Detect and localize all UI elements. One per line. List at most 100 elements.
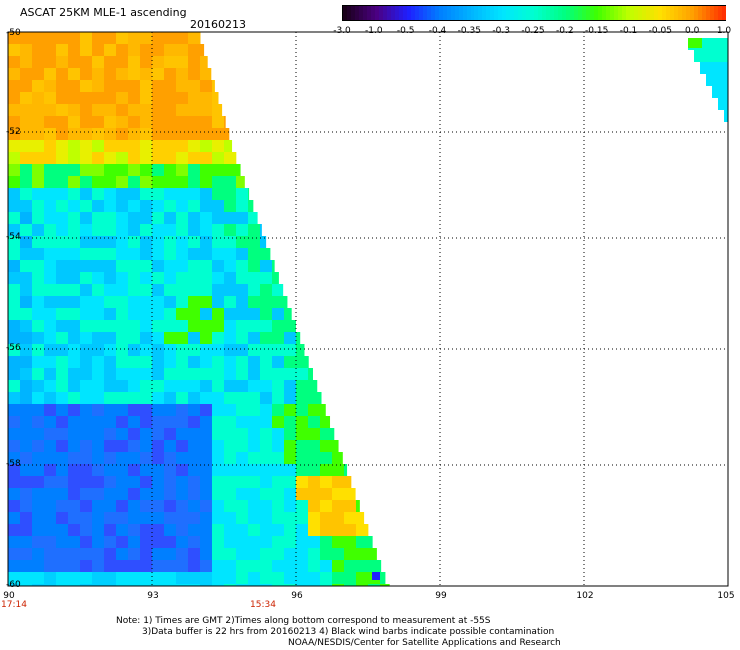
swath-cell (20, 320, 33, 333)
swath-cell (92, 584, 105, 587)
swath-cell (128, 344, 141, 357)
swath-cell (224, 248, 237, 261)
swath-cell (92, 356, 105, 369)
swath-cell (92, 164, 105, 177)
colorbar-cell (494, 6, 499, 20)
swath-cell (44, 104, 57, 117)
swath-cell (308, 380, 318, 393)
swath-cell (128, 572, 141, 585)
swath-cell (56, 116, 69, 129)
swath-cell (80, 524, 93, 537)
swath-cell (224, 572, 237, 585)
swath-cell (260, 368, 273, 381)
swath-cell (176, 368, 189, 381)
swath-cell (128, 368, 141, 381)
swath-cell (236, 248, 249, 261)
swath-cell (8, 164, 21, 177)
swath-cell (152, 536, 165, 549)
swath-cell (80, 488, 93, 501)
swath-cell (212, 128, 225, 141)
swath-cell (116, 320, 129, 333)
swath-cell (212, 284, 225, 297)
swath-cell (176, 320, 189, 333)
swath-cell (308, 548, 321, 561)
colorbar-cell (394, 6, 399, 20)
swath-cell (20, 284, 33, 297)
swath-cell (68, 416, 81, 429)
swath-cell (188, 476, 201, 489)
swath-cell (32, 524, 45, 537)
lon-label-105: 105 (717, 591, 735, 601)
swath-cell (104, 284, 117, 297)
swath-cell (152, 440, 165, 453)
swath-cell (20, 332, 33, 345)
swath-cell (104, 164, 117, 177)
swath-cell (308, 572, 321, 585)
swath-cell (188, 356, 201, 369)
colorbar-cell (514, 6, 519, 20)
swath-cell (224, 284, 237, 297)
swath-cell (320, 560, 333, 573)
swath-cell (164, 404, 177, 417)
swath-cell (128, 308, 141, 321)
swath-cell (164, 200, 177, 213)
swath-cell (8, 140, 21, 153)
swath-cell (200, 464, 213, 477)
swath-cell (32, 320, 45, 333)
swath-cell (20, 500, 33, 513)
swath-cell (176, 308, 189, 321)
swath-cell (140, 212, 153, 225)
swath-cell (356, 524, 369, 537)
swath-cell (80, 428, 93, 441)
swath-cell (92, 104, 105, 117)
swath-cell (188, 404, 201, 417)
swath-cell (140, 296, 153, 309)
map-frame (7, 31, 729, 587)
colorbar-label: 0.0 (684, 26, 700, 36)
swath-cell (224, 512, 237, 525)
swath-cell (44, 344, 57, 357)
colorbar-cell (370, 6, 375, 20)
swath-cell (212, 584, 225, 587)
swath-cell (116, 32, 129, 45)
swath-cell (56, 380, 69, 393)
swath-cell (308, 392, 321, 405)
swath-cell (164, 320, 177, 333)
swath-cell (32, 488, 45, 501)
swath-cell (92, 332, 105, 345)
swath-cell (212, 296, 225, 309)
swath-cell (176, 380, 189, 393)
swath-cell (44, 188, 57, 201)
swath-cell (272, 284, 284, 297)
swath-cell (56, 452, 69, 465)
colorbar-cell (458, 6, 463, 20)
swath-cell (308, 524, 321, 537)
swath-cell (20, 32, 33, 45)
swath-cell (368, 536, 373, 549)
swath-cell (164, 500, 177, 513)
swath-cell (176, 140, 189, 153)
swath-cell (8, 344, 21, 357)
swath-cell (248, 188, 250, 201)
swath-cell (92, 440, 105, 453)
swath-cell (92, 176, 105, 189)
swath-cell (8, 500, 21, 513)
swath-cell (164, 116, 177, 129)
swath-cell (200, 512, 213, 525)
colorbar-cell (598, 6, 602, 20)
swath-cell (32, 500, 45, 513)
swath-cell (188, 392, 201, 405)
swath-cell (176, 68, 189, 81)
swath-cell (688, 38, 702, 48)
swath-cell (128, 284, 141, 297)
swath-cell (188, 296, 201, 309)
swath-cell (140, 92, 153, 105)
colorbar-cell (526, 6, 531, 20)
swath-cell (104, 464, 117, 477)
colorbar-cell (470, 6, 475, 20)
colorbar-cell (558, 6, 563, 20)
swath-cell (92, 212, 105, 225)
colorbar-cell (462, 6, 467, 20)
swath-cell (152, 236, 165, 249)
swath-cell (104, 428, 117, 441)
